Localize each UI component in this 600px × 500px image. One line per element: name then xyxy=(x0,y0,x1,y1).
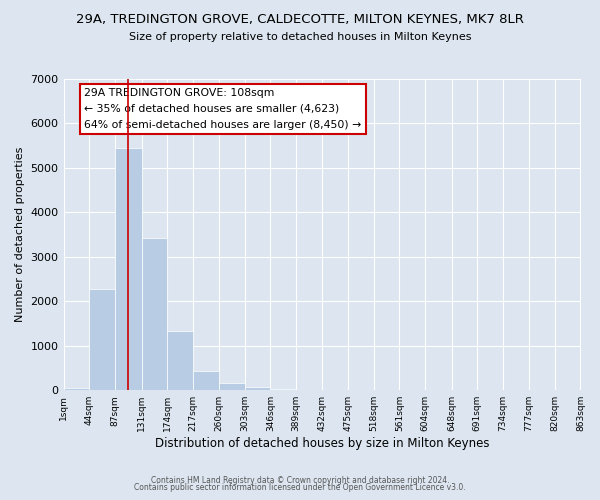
Bar xyxy=(115,148,142,390)
Bar xyxy=(142,238,167,390)
Text: 29A TREDINGTON GROVE: 108sqm
← 35% of detached houses are smaller (4,623)
64% of: 29A TREDINGTON GROVE: 108sqm ← 35% of de… xyxy=(84,88,361,130)
Y-axis label: Number of detached properties: Number of detached properties xyxy=(15,147,25,322)
Bar xyxy=(219,382,245,390)
Text: Contains HM Land Registry data © Crown copyright and database right 2024.: Contains HM Land Registry data © Crown c… xyxy=(151,476,449,485)
Text: Size of property relative to detached houses in Milton Keynes: Size of property relative to detached ho… xyxy=(129,32,471,42)
Bar xyxy=(64,388,89,390)
Bar xyxy=(167,331,193,390)
Text: Contains public sector information licensed under the Open Government Licence v3: Contains public sector information licen… xyxy=(134,484,466,492)
X-axis label: Distribution of detached houses by size in Milton Keynes: Distribution of detached houses by size … xyxy=(155,437,489,450)
Bar xyxy=(193,370,219,390)
Text: 29A, TREDINGTON GROVE, CALDECOTTE, MILTON KEYNES, MK7 8LR: 29A, TREDINGTON GROVE, CALDECOTTE, MILTO… xyxy=(76,12,524,26)
Bar xyxy=(245,386,271,390)
Bar xyxy=(89,289,115,390)
